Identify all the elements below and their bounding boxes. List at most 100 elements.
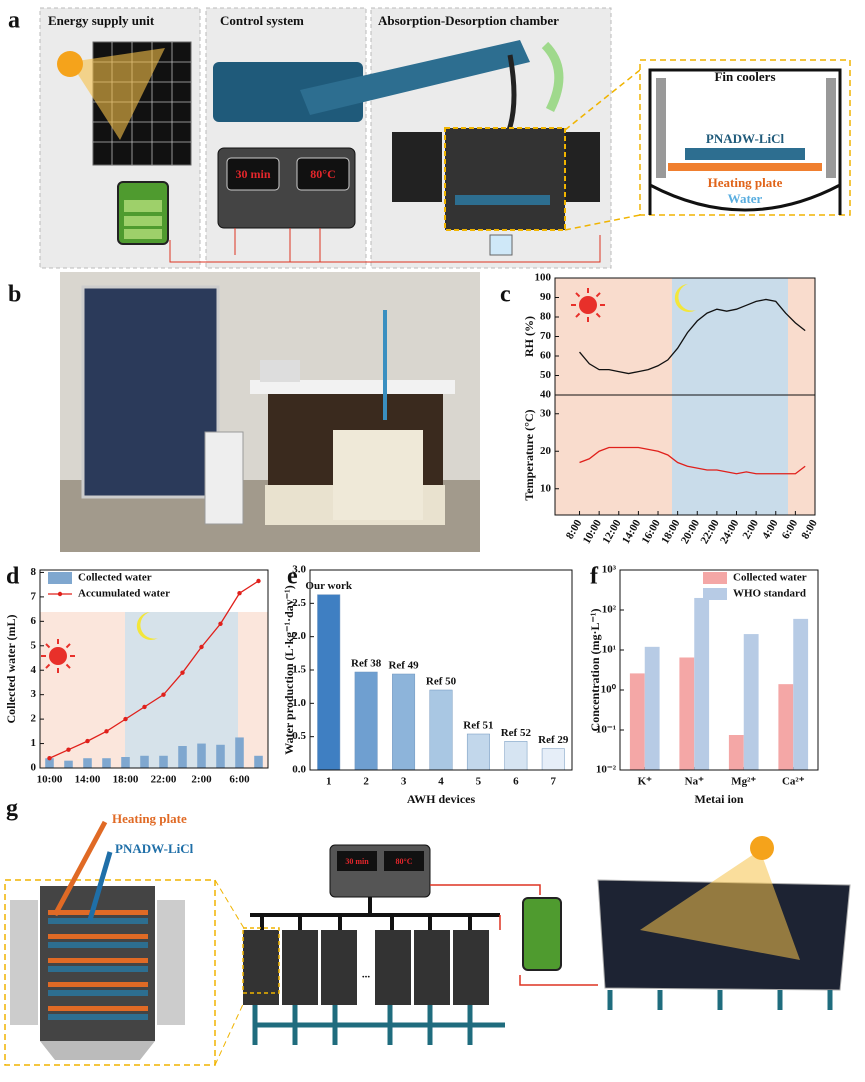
x-tick-label: 5 [476, 776, 482, 788]
panel-label: f [590, 564, 599, 590]
x-tick-label: 22:00 [151, 774, 177, 786]
y-tick-label: 1.5 [292, 664, 306, 676]
y-tick-label: 10 [540, 482, 552, 494]
background-band [788, 278, 815, 395]
x-tick-label: 1 [326, 776, 332, 788]
x-tick-label: 18:00 [113, 774, 139, 786]
panel-label: a [8, 8, 20, 34]
section-title: Absorption-Desorption chamber [378, 13, 559, 28]
bar [629, 673, 645, 770]
y-tick-label: 10⁻¹ [596, 724, 616, 736]
sun-ray [45, 663, 51, 669]
y-tick-label: 80 [540, 311, 552, 323]
bar [317, 594, 341, 771]
box [205, 7, 367, 269]
zoom-lines [564, 69, 641, 231]
funnel [40, 1041, 155, 1060]
bar [644, 646, 660, 770]
y-tick-label: 0.5 [292, 730, 306, 742]
panel-label: e [287, 564, 298, 590]
section-title: Energy supply unit [48, 13, 155, 28]
x-tick-label: 12:00 [600, 517, 623, 546]
display [337, 851, 377, 871]
fin-cooler [656, 78, 666, 178]
moon-icon [674, 284, 696, 312]
marker [142, 704, 147, 710]
marker [256, 578, 261, 584]
ellipsis: ... [362, 969, 371, 981]
y-tick-label: 4 [31, 664, 37, 676]
bar [159, 755, 168, 768]
legend-swatch [703, 588, 727, 600]
bar-label: Ref 38 [351, 658, 382, 670]
x-tick-label: 10:00 [581, 517, 604, 546]
bar [743, 634, 759, 770]
x-tick-label: Ca²⁺ [782, 776, 805, 788]
sun-ray [65, 643, 71, 649]
legend-label: Collected water [733, 572, 807, 584]
x-tick-label: 18:00 [659, 517, 682, 546]
x-tick-label: 20:00 [679, 517, 702, 546]
controller [260, 360, 300, 382]
pointer [87, 851, 113, 921]
y-tick-label: 0.0 [292, 764, 306, 776]
sun-icon [579, 296, 597, 314]
plot-frame [39, 569, 269, 769]
x-tick-label: 6 [513, 776, 519, 788]
bar [121, 757, 130, 768]
heating-plate [668, 163, 822, 171]
bar [83, 758, 92, 768]
bar [694, 597, 710, 770]
y-tick-label: 1 [31, 737, 37, 749]
bar-label: Ref 49 [388, 660, 419, 672]
section-title: Control system [220, 13, 304, 28]
bar [254, 755, 263, 768]
y-tick-label: 3 [31, 688, 37, 700]
battery [522, 897, 562, 971]
x-tick-label: 22:00 [698, 517, 721, 546]
y-axis-title: Collected water (mL) [4, 614, 18, 723]
y-tick-label: 10³ [602, 564, 617, 576]
y-tick-label: 6 [31, 615, 37, 627]
bar-label: Ref 52 [501, 727, 532, 739]
sun-icon [49, 647, 67, 665]
marker [66, 747, 71, 752]
bar [45, 758, 54, 768]
background-band [555, 395, 672, 515]
sun-ray [45, 643, 51, 649]
sun-ray [65, 663, 71, 669]
display [226, 157, 280, 191]
panel-label: b [8, 282, 21, 308]
fin [10, 900, 38, 1025]
display-text: 80°C [310, 167, 335, 181]
panel-a: Energy supply unit Control system Absorp… [39, 7, 851, 269]
units [243, 930, 489, 1005]
x-tick-label: 6:00 [229, 774, 250, 786]
fin [560, 132, 600, 202]
highlight [242, 927, 280, 994]
x-tick-label: 7 [551, 776, 557, 788]
x-tick-label: Mg²⁺ [731, 776, 756, 788]
sun-ray [575, 312, 581, 318]
y-tick-label: 100 [535, 272, 552, 284]
sun-ray [595, 292, 601, 298]
panel-label: g [6, 796, 18, 822]
legend-marker [57, 591, 63, 597]
bar-label: Ref 29 [538, 734, 569, 746]
bar [140, 755, 149, 768]
material [455, 195, 550, 205]
legend-label: WHO standard [733, 588, 806, 600]
y-tick-label: 60 [540, 350, 552, 362]
x-tick-label: 24:00 [718, 517, 741, 546]
battery [204, 431, 244, 525]
legend-swatch [48, 572, 72, 584]
bar [354, 671, 378, 771]
bar [793, 618, 809, 770]
line [579, 446, 806, 475]
label: PNADW-LiCl [706, 131, 785, 146]
sun [57, 51, 83, 77]
x-tick-label: 2:00 [740, 517, 761, 541]
sun-ray [575, 292, 581, 298]
display-text: 30 min [345, 857, 369, 866]
